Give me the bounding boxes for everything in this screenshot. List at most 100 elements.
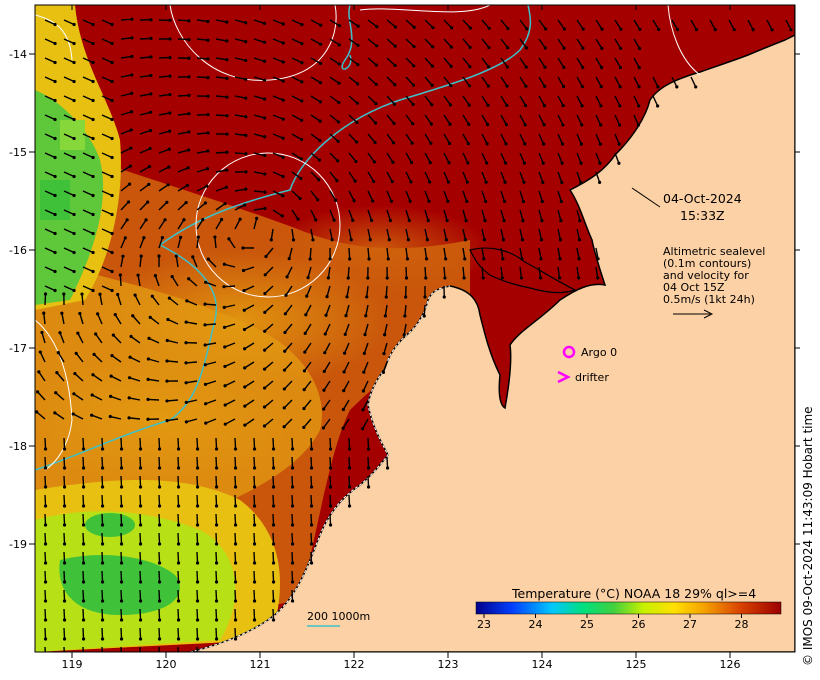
velocity-arrowhead <box>119 542 124 546</box>
velocity-arrow <box>158 551 161 564</box>
velocity-arrowhead <box>129 110 134 114</box>
velocity-arrow <box>253 19 265 25</box>
velocity-arrow <box>37 391 46 401</box>
velocity-arrow <box>519 38 528 49</box>
velocity-arrow <box>481 95 489 106</box>
velocity-arrowhead <box>281 194 285 198</box>
velocity-arrowhead <box>291 238 296 242</box>
velocity-arrowhead <box>263 273 267 277</box>
velocity-arrowhead <box>427 199 431 203</box>
velocity-arrow <box>244 418 255 426</box>
velocity-arrowhead <box>53 79 57 84</box>
velocity-arrow <box>158 475 161 488</box>
velocity-arrowhead <box>195 637 200 641</box>
velocity-arrow <box>196 132 209 135</box>
velocity-arrowhead <box>238 217 242 221</box>
velocity-arrow <box>44 190 56 197</box>
velocity-arrowhead <box>617 142 621 146</box>
velocity-arrowhead <box>424 257 429 261</box>
velocity-arrow <box>244 342 255 350</box>
velocity-arrow <box>204 303 217 306</box>
velocity-arrowhead <box>255 216 259 220</box>
velocity-arrow <box>652 76 659 88</box>
velocity-arrowhead <box>72 174 76 179</box>
velocity-arrowhead <box>561 84 566 89</box>
velocity-arrow <box>81 293 84 306</box>
velocity-arrow <box>137 275 141 287</box>
velocity-arrowhead <box>252 485 257 489</box>
velocity-arrowhead <box>262 424 267 428</box>
velocity-arrow <box>363 342 369 354</box>
velocity-arrow <box>367 247 370 260</box>
velocity-arrowhead <box>347 447 352 451</box>
velocity-arrowhead <box>91 212 95 217</box>
velocity-arrow <box>63 627 66 640</box>
velocity-arrow <box>101 532 104 545</box>
velocity-arrowhead <box>424 276 428 280</box>
drifter-label: drifter <box>575 371 609 384</box>
velocity-arrowhead <box>165 338 169 343</box>
velocity-arrow <box>139 93 151 97</box>
velocity-arrowhead <box>356 82 360 86</box>
velocity-arrow <box>234 57 246 62</box>
velocity-arrowhead <box>407 218 411 223</box>
longitude-axis: 119 120 121 122 123 124 125 126 <box>62 5 741 671</box>
velocity-arrow <box>139 627 142 640</box>
velocity-arrowhead <box>72 392 76 396</box>
velocity-arrow <box>177 184 188 192</box>
velocity-arrow <box>671 19 679 30</box>
velocity-arrow <box>158 608 161 621</box>
velocity-arrow <box>538 38 546 49</box>
velocity-arrowhead <box>468 64 472 69</box>
velocity-arrowhead <box>62 618 67 622</box>
velocity-arrowhead <box>264 254 268 259</box>
velocity-arrow <box>538 57 546 68</box>
velocity-arrowhead <box>187 56 191 60</box>
velocity-arrow <box>177 219 185 230</box>
velocity-arrow <box>215 608 218 621</box>
velocity-arrowhead <box>224 185 228 189</box>
velocity-arrow <box>177 94 190 97</box>
velocity-arrowhead <box>305 294 309 298</box>
velocity-arrow <box>367 228 371 240</box>
velocity-arrow <box>196 185 208 192</box>
velocity-arrow <box>557 57 565 68</box>
velocity-arrowhead <box>393 83 397 87</box>
velocity-arrow <box>139 494 142 507</box>
velocity-arrow <box>253 532 256 545</box>
velocity-arrowhead <box>465 199 469 203</box>
velocity-arrowhead <box>281 155 285 159</box>
velocity-arrow <box>614 114 621 126</box>
velocity-arrowhead <box>81 466 86 470</box>
velocity-arrow <box>63 285 75 292</box>
velocity-arrowhead <box>123 236 127 240</box>
velocity-arrowhead <box>356 62 360 67</box>
velocity-arrow <box>253 456 256 469</box>
velocity-arrowhead <box>96 312 100 316</box>
velocity-arrow <box>82 190 94 197</box>
velocity-arrow <box>366 285 369 298</box>
velocity-arrowhead <box>448 122 452 126</box>
velocity-arrow <box>303 418 312 428</box>
velocity-arrowhead <box>431 26 435 30</box>
velocity-arrowhead <box>579 161 583 165</box>
velocity-arrowhead <box>110 193 114 198</box>
velocity-arrowhead <box>167 296 172 300</box>
velocity-arrow <box>365 304 369 316</box>
velocity-arrow <box>82 627 85 640</box>
velocity-arrow <box>223 285 236 288</box>
velocity-arrowhead <box>579 142 584 146</box>
velocity-arrowhead <box>225 76 229 81</box>
velocity-arrow <box>158 75 171 78</box>
velocity-arrow <box>595 57 603 68</box>
velocity-arrowhead <box>393 63 397 68</box>
velocity-arrow <box>405 209 410 221</box>
velocity-arrow <box>348 456 351 469</box>
velocity-arrowhead <box>281 117 285 121</box>
velocity-arrow <box>224 342 236 348</box>
velocity-arrowhead <box>449 45 454 49</box>
velocity-arrowhead <box>487 45 491 50</box>
velocity-arrow <box>291 95 303 102</box>
velocity-arrow <box>253 171 265 175</box>
velocity-arrowhead <box>53 117 57 122</box>
